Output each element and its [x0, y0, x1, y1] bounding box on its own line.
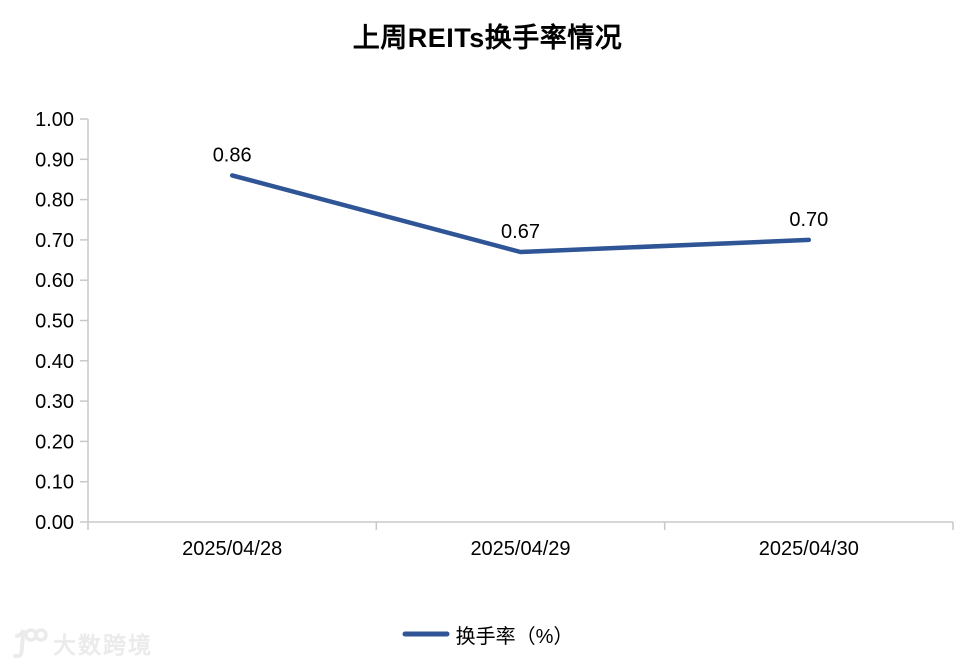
legend-series-label: 换手率（%）	[455, 625, 574, 648]
watermark-logo-icon	[13, 628, 48, 659]
y-axis-tick-label: 0.90	[35, 149, 74, 171]
y-axis-tick-label: 0.60	[35, 270, 74, 292]
y-axis-tick-label: 0.10	[35, 472, 74, 494]
chart-legend: 换手率（%）	[0, 618, 975, 650]
legend-line-icon	[402, 631, 450, 637]
watermark-text: 大数跨境	[53, 632, 153, 658]
chart-title: 上周REITs换手率情况	[352, 23, 623, 53]
line-plot-area: 0.00 0.10 0.20 0.30 0.40 0.50 0.60 0.70 0.80 0.90…	[35, 109, 954, 560]
data-label: 0.70	[789, 209, 828, 231]
watermark: 大数跨境	[8, 626, 153, 660]
y-axis-tick-label: 0.20	[35, 431, 74, 453]
x-axis-tick-label: 2025/04/30	[759, 538, 859, 560]
data-label: 0.67	[501, 221, 540, 243]
x-axis-tick-label: 2025/04/29	[470, 538, 570, 560]
y-axis-tick-label: 0.30	[35, 391, 74, 413]
y-axis-tick-label: 0.00	[35, 512, 74, 534]
y-axis-tick-label: 0.40	[35, 351, 74, 373]
y-axis-tick-label: 0.70	[35, 230, 74, 252]
data-label: 0.86	[213, 144, 252, 166]
y-axis-tick-label: 0.50	[35, 311, 74, 333]
y-axis-tick-label: 0.80	[35, 190, 74, 212]
series-line	[229, 173, 812, 255]
x-axis-tick-label: 2025/04/28	[182, 538, 282, 560]
y-axis-tick-label: 1.00	[35, 109, 74, 131]
